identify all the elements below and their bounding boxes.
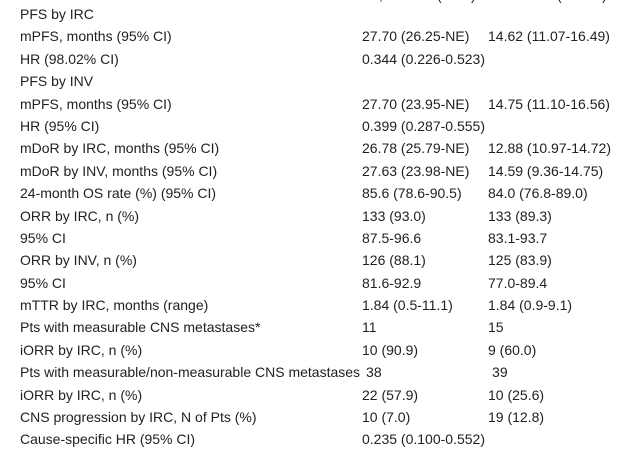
row-label: mDoR by INV, months (95% CI) <box>20 162 218 179</box>
col2-value: 9 (60.0) <box>488 341 537 358</box>
col1-value: 27.70 (23.95-NE) <box>362 95 470 112</box>
col2-value: 14.59 (9.36-14.75) <box>488 162 604 179</box>
col2-value: 1.84 (0.9-9.1) <box>488 297 573 314</box>
row-label: ORR by IRC, n (%) <box>20 207 140 224</box>
row-label: mTTR by IRC, months (range) <box>20 297 209 314</box>
row-label: 24-month OS rate (%) (95% CI) <box>20 185 217 202</box>
col2-value: 14.75 (11.10-16.56) <box>488 95 610 112</box>
col1-value: 11 <box>362 319 377 336</box>
table-row: PFS by IRC <box>0 3 643 25</box>
row-label: ORR by INV, n (%) <box>20 252 137 269</box>
table-row: mDoR by IRC, months (95% CI) 26.78 (25.7… <box>0 137 643 159</box>
table-row: HR (98.02% CI) 0.344 (0.226-0.523) <box>0 48 643 70</box>
col2-value: 14.62 (11.07-16.49) <box>488 28 610 45</box>
table-row: Pts with measurable CNS metastases* 11 1… <box>0 316 643 338</box>
row-label: mPFS, months (95% CI) <box>20 95 172 112</box>
row-label: iORR by IRC, n (%) <box>20 341 143 358</box>
col2-value: 39 <box>492 364 508 381</box>
col1-value: 1.84 (0.5-11.1) <box>362 297 453 314</box>
col1-value: 87.5-96.6 <box>362 229 422 246</box>
table-row: iORR by IRC, n (%) 10 (90.9) 9 (60.0) <box>0 339 643 361</box>
col2-value: 15 <box>488 319 504 336</box>
clipped-header-fragment: ) <box>471 0 476 3</box>
table-row: CNS progression by IRC, N of Pts (%) 10 … <box>0 406 643 428</box>
col1-value: 10 (7.0) <box>362 409 411 426</box>
col2-value: 19 (12.8) <box>488 409 545 426</box>
col2-value: 10 (25.6) <box>488 386 545 403</box>
col1-value: 133 (93.0) <box>362 207 426 224</box>
row-label: mDoR by IRC, months (95% CI) <box>20 140 220 157</box>
row-label: HR (95% CI) <box>20 117 100 134</box>
table-body: PFS by IRC mPFS, months (95% CI) 27.70 (… <box>0 3 643 451</box>
table-row: mPFS, months (95% CI) 27.70 (26.25-NE) 1… <box>0 25 643 47</box>
table-row: Pts with measurable/non-measurable CNS m… <box>0 361 643 383</box>
table-row: ORR by IRC, n (%) 133 (93.0) 133 (89.3) <box>0 205 643 227</box>
table-row: mTTR by IRC, months (range) 1.84 (0.5-11… <box>0 294 643 316</box>
table-row: Cause-specific HR (95% CI) 0.235 (0.100-… <box>0 428 643 450</box>
row-label: Pts with measurable CNS metastases* <box>20 319 261 336</box>
table-row: mPFS, months (95% CI) 27.70 (23.95-NE) 1… <box>0 93 643 115</box>
row-label: PFS by INV <box>20 73 94 90</box>
col1-value: 27.70 (26.25-NE) <box>362 28 470 45</box>
col1-value: 0.399 (0.287-0.555) <box>362 117 485 134</box>
row-label: CNS progression by IRC, N of Pts (%) <box>20 409 257 426</box>
row-label: 95% CI <box>20 274 66 291</box>
row-label: PFS by IRC <box>20 6 94 22</box>
col2-value: 83.1-93.7 <box>488 229 548 246</box>
clipped-header-fragment: ) <box>602 0 607 3</box>
col2-value: 133 (89.3) <box>488 207 552 224</box>
row-label: Pts with measurable/non-measurable CNS m… <box>20 364 361 381</box>
clipped-header-fragment: ( <box>557 0 562 3</box>
row-label: iORR by IRC, n (%) <box>20 386 143 403</box>
row-label: mPFS, months (95% CI) <box>20 28 172 45</box>
clipped-header-fragment: , <box>379 0 383 3</box>
col1-value: 81.6-92.9 <box>362 274 422 291</box>
col1-value: 26.78 (25.79-NE) <box>362 140 470 157</box>
clipped-header-fragment: ( <box>437 0 442 3</box>
col1-value: 126 (88.1) <box>362 252 426 269</box>
row-label: Cause-specific HR (95% CI) <box>20 431 196 448</box>
col2-value: 77.0-89.4 <box>488 274 548 291</box>
col1-value: 0.235 (0.100-0.552) <box>362 431 485 448</box>
table-row: PFS by INV <box>0 70 643 92</box>
col1-value: 0.344 (0.226-0.523) <box>362 50 485 67</box>
col2-value: 12.88 (10.97-14.72) <box>488 140 611 157</box>
col1-value: 38 <box>366 364 382 381</box>
clipped-header-row: , () () <box>0 0 643 5</box>
col1-value: 22 (57.9) <box>362 386 419 403</box>
col1-value <box>362 3 488 25</box>
table-row: ORR by INV, n (%) 126 (88.1) 125 (83.9) <box>0 249 643 271</box>
table-row: 24-month OS rate (%) (95% CI) 85.6 (78.6… <box>0 182 643 204</box>
table-row: iORR by IRC, n (%) 22 (57.9) 10 (25.6) <box>0 384 643 406</box>
row-label: 95% CI <box>20 229 66 246</box>
table-row: 95% CI 87.5-96.6 83.1-93.7 <box>0 227 643 249</box>
table-row: mDoR by INV, months (95% CI) 27.63 (23.9… <box>0 160 643 182</box>
col2-value: 84.0 (76.8-89.0) <box>488 185 588 202</box>
row-label: HR (98.02% CI) <box>20 50 119 67</box>
col1-value <box>362 70 488 92</box>
table-row: 95% CI 81.6-92.9 77.0-89.4 <box>0 272 643 294</box>
col1-value: 10 (90.9) <box>362 341 419 358</box>
table-row: HR (95% CI) 0.399 (0.287-0.555) <box>0 115 643 137</box>
col2-value: 125 (83.9) <box>488 252 552 269</box>
col1-value: 85.6 (78.6-90.5) <box>362 185 462 202</box>
col1-value: 27.63 (23.98-NE) <box>362 162 470 179</box>
